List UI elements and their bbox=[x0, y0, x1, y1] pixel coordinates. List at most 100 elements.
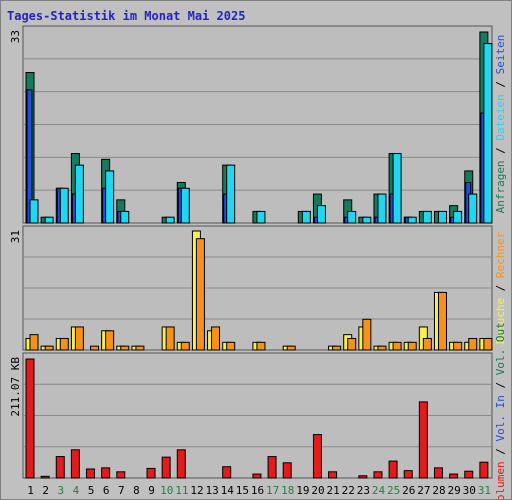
day-label: 25 bbox=[387, 484, 400, 497]
day-label: 29 bbox=[448, 484, 461, 497]
bar-dateien bbox=[180, 187, 190, 224]
bar-rechner bbox=[226, 341, 236, 351]
day-label: 9 bbox=[148, 484, 155, 497]
bar-dateien bbox=[105, 170, 115, 224]
bar-volumen bbox=[267, 456, 277, 479]
day-label: 6 bbox=[103, 484, 110, 497]
bar-rechner bbox=[437, 291, 447, 351]
bar-rechner bbox=[44, 345, 54, 351]
bar-rechner bbox=[90, 345, 100, 351]
bar-rechner bbox=[286, 345, 296, 351]
y-max-label-3: 211.07 KB bbox=[9, 357, 22, 417]
bar-rechner bbox=[211, 326, 221, 351]
bar-rechner bbox=[195, 238, 205, 351]
bar-rechner bbox=[74, 326, 84, 351]
bar-dateien bbox=[301, 210, 311, 224]
bar-volumen bbox=[449, 473, 459, 479]
bar-dateien bbox=[347, 210, 357, 224]
bar-volumen bbox=[464, 470, 474, 479]
bar-dateien bbox=[256, 210, 266, 224]
bar-rechner bbox=[468, 337, 478, 351]
day-label: 22 bbox=[342, 484, 355, 497]
bar-volumen bbox=[161, 456, 171, 479]
y-max-label-2: 31 bbox=[9, 230, 22, 243]
day-label: 21 bbox=[327, 484, 340, 497]
legend-anfragen: Anfragen bbox=[494, 160, 507, 213]
day-label: 14 bbox=[221, 484, 235, 497]
day-label: 1 bbox=[27, 484, 34, 497]
bar-dateien bbox=[468, 193, 478, 224]
bar-volumen bbox=[70, 449, 80, 479]
bar-dateien bbox=[407, 216, 417, 224]
bar-volumen bbox=[116, 471, 126, 479]
bar-dateien bbox=[453, 210, 463, 224]
bar-rechner bbox=[135, 345, 145, 351]
legend-besuche: Besuche bbox=[494, 298, 507, 344]
bar-volumen bbox=[176, 449, 186, 479]
bar-dateien bbox=[165, 216, 175, 224]
day-label: 10 bbox=[160, 484, 173, 497]
y-max-label-1: 33 bbox=[9, 30, 22, 43]
day-label: 4 bbox=[73, 484, 80, 497]
bar-volumen bbox=[373, 471, 383, 479]
bar-volumen bbox=[252, 473, 262, 479]
bar-dateien bbox=[29, 199, 39, 224]
day-label: 12 bbox=[190, 484, 203, 497]
day-label: 11 bbox=[175, 484, 188, 497]
bar-dateien bbox=[422, 210, 432, 224]
bar-volumen bbox=[433, 467, 443, 479]
bar-rechner bbox=[362, 318, 372, 351]
bar-volumen bbox=[222, 466, 232, 479]
legend-vol-out: Vol. Out bbox=[494, 322, 507, 375]
bar-volumen bbox=[418, 401, 428, 479]
bar-volumen bbox=[358, 475, 368, 479]
day-label: 19 bbox=[296, 484, 309, 497]
day-label: 16 bbox=[251, 484, 264, 497]
legend-vol-in: Vol. In bbox=[494, 395, 507, 441]
bar-dateien bbox=[44, 216, 54, 224]
bar-dateien bbox=[316, 205, 326, 224]
day-label: 5 bbox=[88, 484, 95, 497]
day-label: 24 bbox=[372, 484, 386, 497]
bar-rechner bbox=[483, 337, 493, 351]
day-label: 7 bbox=[118, 484, 125, 497]
bar-rechner bbox=[180, 341, 190, 351]
bar-volumen bbox=[146, 467, 156, 479]
day-label: 26 bbox=[402, 484, 415, 497]
bar-dateien bbox=[437, 210, 447, 224]
legend-middle: Besuche / Rechner bbox=[494, 231, 507, 344]
bar-rechner bbox=[332, 345, 342, 351]
bar-rechner bbox=[256, 341, 266, 351]
legend-top: Anfragen / Dateien / Seiten bbox=[494, 35, 507, 214]
day-label: 8 bbox=[133, 484, 140, 497]
bar-volumen bbox=[479, 461, 489, 479]
bar-rechner bbox=[392, 341, 402, 351]
bar-rechner bbox=[422, 337, 432, 351]
day-label: 18 bbox=[281, 484, 294, 497]
legend-rechner: Rechner bbox=[494, 231, 507, 278]
legend-volumen: Volumen bbox=[494, 461, 507, 499]
day-label: 28 bbox=[432, 484, 445, 497]
bar-dateien bbox=[120, 210, 130, 224]
bar-volumen bbox=[312, 434, 322, 479]
day-label: 17 bbox=[266, 484, 279, 497]
bar-dateien bbox=[483, 43, 493, 224]
bar-volumen bbox=[86, 468, 96, 479]
bar-rechner bbox=[453, 341, 463, 351]
bar-volumen bbox=[55, 456, 65, 479]
bar-dateien bbox=[377, 193, 387, 224]
bar-rechner bbox=[347, 337, 357, 351]
bar-rechner bbox=[59, 337, 69, 351]
bar-volumen bbox=[282, 462, 292, 479]
bar-volumen bbox=[328, 471, 338, 479]
bar-rechner bbox=[377, 345, 387, 351]
day-label: 30 bbox=[463, 484, 476, 497]
bar-volumen bbox=[25, 358, 35, 479]
bar-volumen bbox=[101, 467, 111, 479]
legend-seiten: Seiten bbox=[494, 35, 507, 75]
bar-rechner bbox=[105, 330, 115, 351]
bar-dateien bbox=[74, 164, 84, 224]
day-label: 3 bbox=[58, 484, 65, 497]
